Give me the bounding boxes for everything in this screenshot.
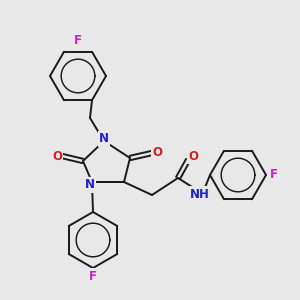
Text: F: F <box>89 269 97 283</box>
Text: O: O <box>152 146 162 160</box>
Text: O: O <box>52 149 62 163</box>
Text: N: N <box>85 178 95 191</box>
Text: F: F <box>270 169 278 182</box>
Text: F: F <box>74 34 82 46</box>
Text: O: O <box>188 149 198 163</box>
Text: N: N <box>99 133 109 146</box>
Text: NH: NH <box>190 188 210 200</box>
